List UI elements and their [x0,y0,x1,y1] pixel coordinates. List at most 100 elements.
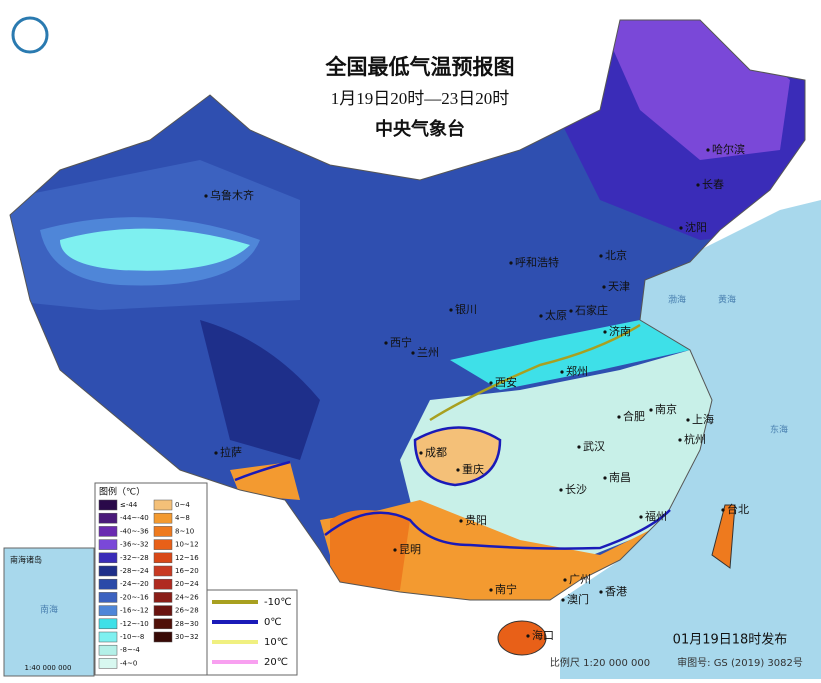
legend-swatch [153,631,173,643]
city-dot [526,634,530,638]
city-dot [639,515,643,519]
city-label: 石家庄 [575,303,608,317]
city-label: 广州 [569,573,591,586]
city-dot [706,148,710,152]
map-scale: 比例尺 1:20 000 000 [550,656,650,669]
city-label: 西宁 [390,335,412,349]
city-dot [459,519,463,523]
inset [3,547,95,677]
legend-line-label: 20℃ [264,657,288,668]
legend-swatch [98,552,118,564]
legend-line-label: 0℃ [264,617,282,628]
title: 全国最低气温预报图 [325,55,515,79]
legend-label: -10~-8 [120,633,144,641]
issued: 01月19日18时发布 [673,632,788,648]
city-dot [599,590,603,594]
city-dot [686,418,690,422]
legend-swatch [153,578,173,590]
legend-label: -12~-10 [120,620,149,628]
legend-swatch [153,512,173,524]
city-label: 兰州 [417,346,439,359]
legend-swatch [98,644,118,656]
city-label: 郑州 [566,364,588,378]
city-dot [214,451,218,455]
legend-swatch [153,499,173,511]
legend-swatch [153,539,173,550]
legend-swatch [98,631,118,643]
city-dot [617,415,621,419]
legend-label: -32~-28 [120,554,149,562]
legend-title: 图例（℃） [99,486,145,498]
legend-label: 24~26 [175,593,199,601]
city-label: 天津 [608,280,630,293]
legend-swatch [98,658,118,669]
legend-label: 30~32 [175,633,199,641]
legend-label: 16~20 [175,567,199,575]
city-label: 成都 [425,446,447,459]
legend-line-label: -10℃ [264,597,292,608]
city-dot [603,476,607,480]
city-label: 南京 [655,402,677,416]
legend-label: -40~-36 [120,527,149,535]
legend-label: 8~10 [175,527,194,535]
city-label: 香港 [605,585,627,598]
legend-swatch [98,592,118,603]
city-label: 沈阳 [685,220,707,234]
city-dot [384,341,388,345]
city-label: 长春 [702,178,724,191]
city-dot [678,438,682,442]
city-label: 银川 [455,302,477,316]
logo [11,16,49,54]
legend-label: 20~24 [175,580,199,588]
city-dot [204,194,208,198]
city-dot [489,588,493,592]
city-label: 福州 [645,509,667,523]
city-dot [411,351,415,355]
legend-label: -44~-40 [120,514,149,522]
city-label: 西安 [495,375,517,389]
legend-label: -36~-32 [120,541,149,549]
city-dot [456,468,460,472]
sea-label: 渤海 [668,294,686,306]
city-dot [449,308,453,312]
legend-swatch [153,618,173,630]
agency: 中央气象台 [375,118,465,140]
subtitle: 1月19日20时—23日20时 [331,89,510,108]
city-dot [489,381,493,385]
city-label: 北京 [605,248,627,262]
legend-swatch [98,565,118,577]
inset-title: 南海诸岛 [10,555,42,565]
city-label: 济南 [609,324,631,338]
legend-swatch [98,512,118,524]
legend-label: -24~-20 [120,580,149,588]
city-label: 长沙 [565,483,587,496]
legend-swatch [153,526,173,537]
legend-label: 0~4 [175,501,190,509]
legend-swatch [98,618,118,630]
legend-swatch [98,578,118,590]
city-dot [509,261,513,265]
legend-swatch [98,499,118,511]
legend-swatch [153,605,173,616]
city-label: 上海 [692,412,714,426]
city-dot [560,370,564,374]
legend-swatch [153,565,173,577]
city-label: 南宁 [495,582,517,596]
city-label: 台北 [727,502,749,516]
city-label: 昆明 [399,543,421,556]
city-label: 拉萨 [220,445,242,459]
legend-line-label: 10℃ [264,637,288,648]
city-dot [539,314,543,318]
legend-label: 28~30 [175,620,199,628]
city-label: 合肥 [623,409,645,423]
isotherm-minus10 [429,323,641,422]
legend-label: -20~-16 [120,593,149,601]
city-label: 太原 [545,309,567,322]
legend-label: -16~-12 [120,607,149,615]
legend-label: -28~-24 [120,567,149,575]
taiwan [711,504,736,569]
legend-label: 10~12 [175,541,199,549]
isotherm-0-south-tibet [234,460,291,482]
city-dot [419,451,423,455]
